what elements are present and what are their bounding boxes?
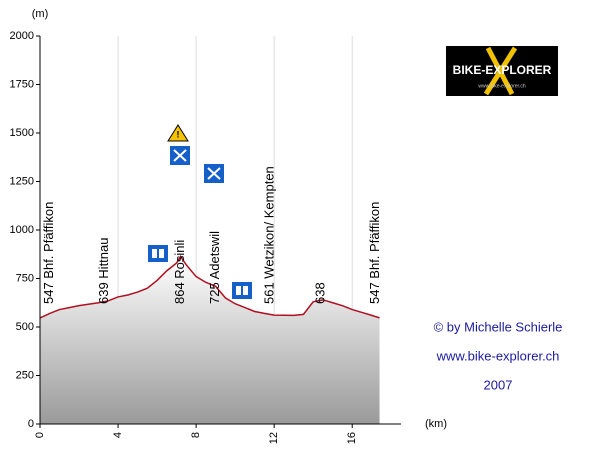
x-tick-label: 4 — [112, 432, 124, 438]
y-axis-label: (m) — [32, 8, 49, 20]
y-tick-label: 1750 — [10, 78, 34, 90]
x-tick-label: 12 — [268, 432, 280, 444]
y-tick-label: 1250 — [10, 175, 34, 187]
viewpoint-icon — [232, 282, 252, 299]
x-axis-label: (km) — [425, 418, 447, 430]
logo-url: www.bike-explorer.ch — [478, 83, 525, 89]
x-tick-label: 8 — [190, 432, 202, 438]
restaurant-icon — [170, 146, 190, 165]
annotation: 639 Hittnau — [96, 238, 111, 305]
y-tick-label: 2000 — [10, 30, 34, 42]
area-fill — [40, 256, 380, 424]
profile-line — [39, 254, 380, 319]
credit: © by Michelle Schierle — [434, 319, 563, 334]
y-tick-label: 250 — [16, 369, 34, 381]
annotation: 561 Wetzikon/ Kempten — [262, 166, 277, 304]
warning-icon: ! — [167, 124, 189, 142]
y-tick-label: 500 — [16, 321, 34, 333]
annotation: 547 Bhf. Pfäffikon — [41, 202, 56, 304]
credit: 2007 — [484, 377, 513, 392]
y-tick-label: 1500 — [10, 127, 34, 139]
y-tick-label: 1000 — [10, 224, 34, 236]
svg-text:!: ! — [177, 129, 180, 139]
annotation: 864 Rosinli — [172, 240, 187, 304]
x-tick-label: 0 — [34, 432, 46, 438]
annotation: 638 — [312, 282, 327, 304]
annotation: 725 Adetswil — [207, 231, 222, 304]
x-tick-label: 16 — [346, 432, 358, 444]
y-tick-label: 0 — [28, 418, 34, 430]
annotation: 547 Bhf. Pfäffikon — [367, 202, 382, 304]
viewpoint-icon — [148, 245, 168, 262]
y-tick-label: 750 — [16, 272, 34, 284]
logo: BIKE-EXPLORER www.bike-explorer.ch — [446, 46, 558, 96]
credit: www.bike-explorer.ch — [436, 348, 560, 363]
logo-text: BIKE-EXPLORER — [453, 63, 552, 77]
restaurant-icon — [204, 164, 224, 183]
